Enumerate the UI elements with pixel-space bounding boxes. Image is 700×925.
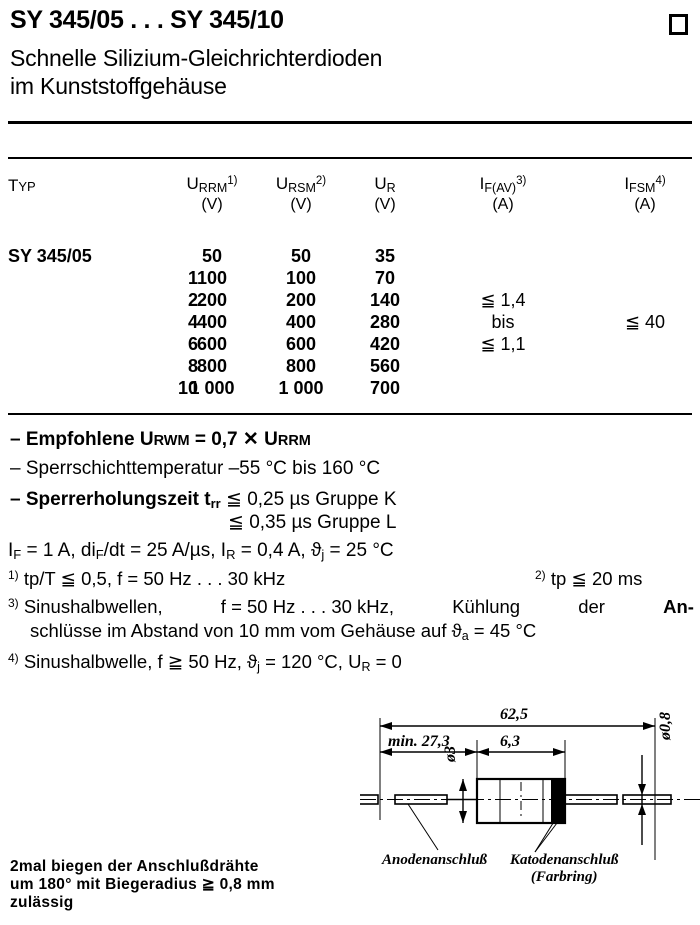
cell-ur: 70 [374,268,396,288]
cell-ur: 700 [369,378,401,398]
cell-ursm: 1 000 [278,378,324,398]
caption-cathode: Katodenanschluß (Farbring) [510,852,619,885]
footnote-3-line1: 3) Sinushalbwellen, f = 50 Hz . . . 30 k… [8,596,694,617]
cell-ifav-max: ≦ 1,4 [480,290,526,310]
cell-ursm: 200 [285,290,317,310]
column-unit-ur: (V) [374,196,396,213]
column-unit-urrm: (V) [201,196,223,213]
cell-ur: 420 [369,334,401,354]
column-header-ifav: IF(AV)3) [479,174,527,195]
package-outline-drawing: 62,5 min. 27,3 6,3 ø3 ø0,8 Anodenanschlu… [329,700,700,920]
dimension-total-length: 62,5 [500,706,528,723]
note-recommended-urwm: – Empfohlene URWM = 0,7 ✕ URRM [10,429,311,450]
dimension-wire-diameter: ø0,8 [657,712,674,740]
square-outline-icon [669,14,688,35]
bending-note: 2mal biegen der Anschlußdrähte um 180° m… [10,858,275,911]
cell-urrm: 200 [196,290,228,310]
column-unit-ifav: (A) [492,196,514,213]
column-header-ifsm: IFSM4) [624,174,666,195]
note-reverse-recovery-time: – Sperrerholungszeit trr ≦ 0,25 µs Grupp… [10,489,397,511]
dimension-body-length: 6,3 [500,733,520,750]
dimension-lead-min: min. 27,3 [388,733,450,750]
cell-urrm: 800 [196,356,228,376]
cathode-band [551,779,565,823]
cell-ur: 35 [374,246,396,266]
cell-urrm: 400 [196,312,228,332]
column-unit-ursm: (V) [290,196,312,213]
cell-typ: SY 345/05 [8,246,92,266]
cell-ursm: 800 [285,356,317,376]
cell-typ: 8 [187,356,198,376]
cell-urrm: 600 [196,334,228,354]
cell-ursm: 50 [290,246,312,266]
cell-ifav-min: ≦ 1,1 [480,334,526,354]
cell-ifav-bis: bis [491,312,515,332]
cell-typ: 1 [187,268,198,288]
rule-below-table [8,413,692,415]
note-junction-temperature: – Sperrschichttemperatur –55 °C bis 160 … [10,458,381,479]
page-title: SY 345/05 . . . SY 345/10 [10,6,284,34]
rule-above-table-header [8,157,692,159]
note-test-conditions: IF = 1 A, diF/dt = 25 A/µs, IR = 0,4 A, … [8,540,394,562]
cell-typ: 4 [187,312,198,332]
cell-urrm: 100 [196,268,228,288]
footnote-3-der: der [578,596,605,617]
cell-typ: 10 [177,378,198,398]
cell-typ: 6 [187,334,198,354]
cell-ifsm: ≦ 40 [624,312,666,332]
column-header-typ: TYP [8,176,36,195]
footnote-3-line2: schlüsse im Abstand von 10 mm vom Gehäus… [30,620,537,643]
footnote-3-an: An- [663,596,694,617]
cell-ursm: 100 [285,268,317,288]
cell-ur: 280 [369,312,401,332]
footnote-3-kuehlung: Kühlung [452,596,521,617]
footnote-1: 1) tp/T ≦ 0,5, f = 50 Hz . . . 30 kHz [8,568,286,589]
cell-urrm: 50 [201,246,223,266]
note-reverse-recovery-time-group-l: ≦ 0,35 µs Gruppe L [228,512,397,533]
footnote-3-freq: f = 50 Hz . . . 30 kHz, [220,596,395,617]
column-unit-ifsm: (A) [634,196,656,213]
column-header-ursm: URSM2) [275,174,327,195]
cell-ursm: 600 [285,334,317,354]
column-header-urrm: URRM1) [186,174,238,195]
cell-typ: 2 [187,290,198,310]
page-subtitle: Schnelle Silizium-Gleichrichterdioden im… [10,45,383,99]
cell-urrm: 1 000 [189,378,235,398]
dimension-body-diameter: ø3 [442,746,459,762]
footnote-4: 4) Sinushalbwelle, f ≧ 50 Hz, ϑj = 120 °… [8,651,402,674]
rule-under-title [8,121,692,124]
cell-ur: 140 [369,290,401,310]
caption-anode: Anodenanschluß [382,852,488,868]
footnote-2: 2) tp ≦ 20 ms [535,568,643,589]
dimension-arrowheads [380,722,655,823]
column-header-ur: UR [374,174,396,195]
cell-ursm: 400 [285,312,317,332]
cell-ur: 560 [369,356,401,376]
